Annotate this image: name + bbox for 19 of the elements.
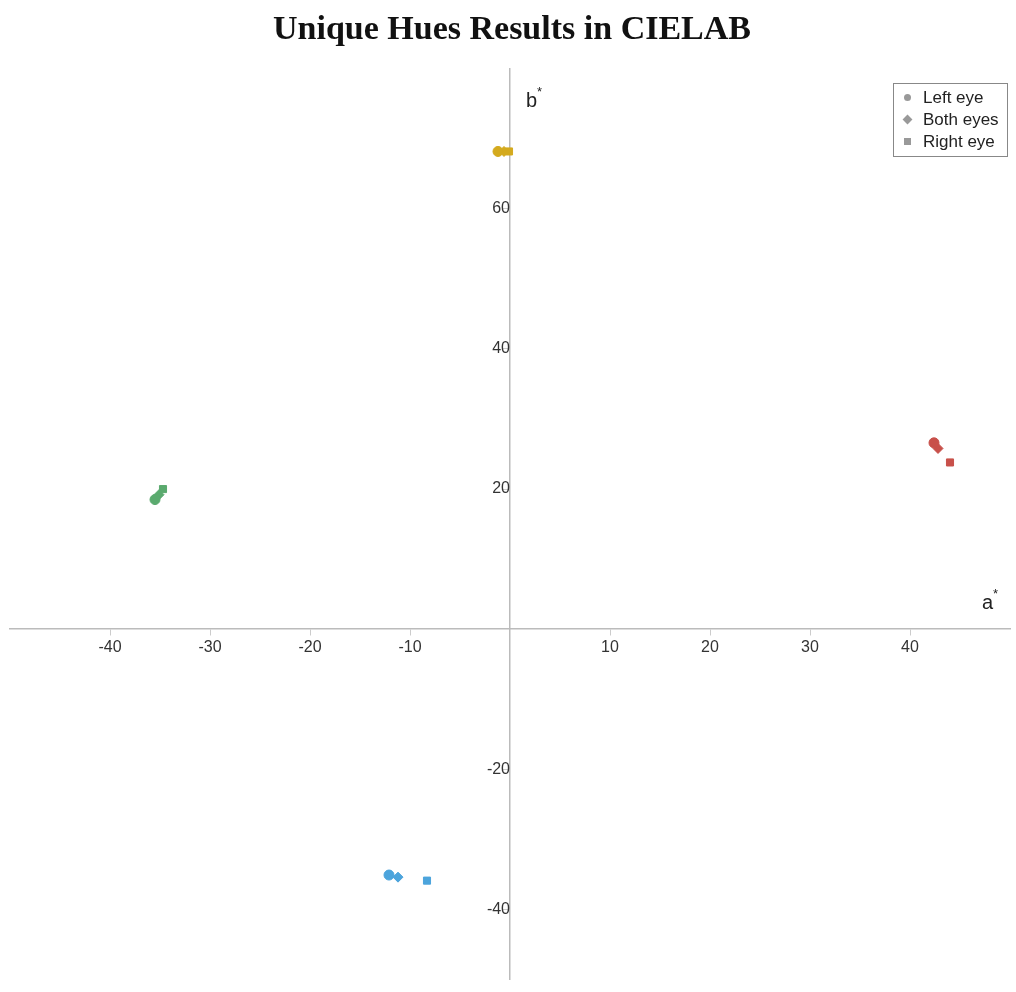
x-tick-label: -20 [298, 638, 322, 656]
x-axis-title: a* [982, 586, 999, 614]
text: Right eye [923, 130, 995, 153]
chart-title: Unique Hues Results in CIELAB [272, 9, 752, 47]
text: Left eye [923, 86, 984, 109]
y-tick-label: -40 [486, 899, 511, 917]
x-tick-label: 10 [601, 638, 619, 656]
y-axis-title: b* [526, 83, 543, 111]
y-tick-label: 60 [492, 199, 511, 217]
x-tick-label: -30 [198, 638, 222, 656]
x-tick-label: 30 [801, 638, 819, 656]
x-tick-label: 40 [901, 638, 919, 656]
y-tick-label: 20 [492, 479, 511, 497]
y-tick-label: -20 [486, 759, 511, 777]
x-tick-label: 20 [701, 638, 719, 656]
text: Both eyes [923, 108, 999, 131]
x-tick-label: -10 [398, 638, 422, 656]
x-tick-label: -40 [98, 638, 122, 656]
y-tick-label: 40 [492, 339, 511, 357]
